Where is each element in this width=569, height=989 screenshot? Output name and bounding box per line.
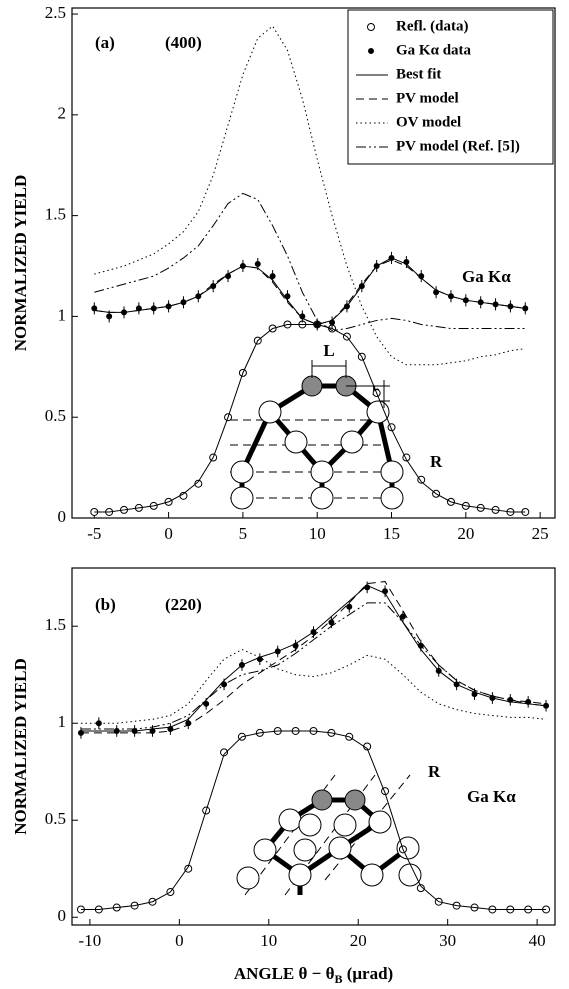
ga-point bbox=[95, 720, 102, 727]
refl-point bbox=[194, 479, 203, 488]
legend-marker bbox=[367, 23, 375, 31]
ga-point bbox=[346, 603, 353, 610]
ga-point bbox=[269, 273, 276, 280]
curve bbox=[94, 25, 526, 366]
x-tick-label: 10 bbox=[309, 524, 326, 543]
legend-label: Ga Kα data bbox=[396, 42, 472, 58]
annotation: Ga Kα bbox=[467, 787, 516, 806]
legend-label: Best fit bbox=[396, 66, 441, 82]
annotation: R bbox=[430, 452, 443, 471]
x-tick-label: 30 bbox=[439, 931, 456, 950]
curve bbox=[80, 581, 547, 734]
x-tick-label: 0 bbox=[164, 524, 173, 543]
legend-label: OV model bbox=[396, 114, 461, 130]
y-tick-label: 0 bbox=[58, 507, 67, 526]
curve bbox=[80, 648, 547, 724]
x-tick-label: -5 bbox=[87, 524, 101, 543]
ga-point bbox=[254, 261, 261, 268]
x-axis-label: ANGLE θ − θB (μrad) bbox=[234, 964, 393, 986]
y-tick-label: 0.5 bbox=[45, 406, 66, 425]
reflection-label: (400) bbox=[165, 33, 202, 52]
structure-diagram-b bbox=[236, 774, 422, 896]
plot-frame bbox=[71, 7, 556, 519]
y-axis-label: NORMALIZED YIELD bbox=[11, 175, 30, 351]
annotation: Ga Kα bbox=[462, 267, 511, 286]
x-axis-label-main: ANGLE θ − θ bbox=[234, 964, 335, 983]
x-tick-label: 5 bbox=[239, 524, 248, 543]
ga-point bbox=[328, 619, 335, 626]
y-tick-label: 2.5 bbox=[45, 3, 66, 22]
x-tick-label: 25 bbox=[532, 524, 549, 543]
curve bbox=[94, 257, 526, 326]
ga-point bbox=[167, 726, 174, 733]
ga-point bbox=[399, 613, 406, 620]
panel-label: (a) bbox=[95, 33, 115, 52]
curve bbox=[80, 730, 547, 910]
y-axis-label: NORMALIZED YIELD bbox=[11, 658, 30, 834]
curve bbox=[80, 584, 547, 732]
x-axis-label-unit: (μrad) bbox=[342, 964, 393, 983]
refl-point bbox=[416, 884, 425, 893]
y-tick-label: 1.5 bbox=[45, 615, 66, 634]
x-tick-label: 0 bbox=[175, 931, 184, 950]
x-tick-label: 20 bbox=[350, 931, 367, 950]
refl-point bbox=[417, 475, 426, 484]
x-tick-label: 10 bbox=[260, 931, 277, 950]
x-tick-label: -10 bbox=[79, 931, 102, 950]
curve bbox=[94, 323, 526, 513]
reflection-label: (220) bbox=[165, 595, 202, 614]
y-tick-label: 0.5 bbox=[45, 809, 66, 828]
legend-label: Refl. (data) bbox=[396, 18, 468, 34]
legend-box bbox=[347, 9, 554, 165]
x-tick-label: 20 bbox=[457, 524, 474, 543]
structure-diagram-a bbox=[230, 360, 404, 510]
plot-frame bbox=[71, 567, 556, 926]
curve bbox=[94, 192, 526, 332]
x-axis-label-sub: B bbox=[334, 972, 342, 986]
ga-point bbox=[149, 727, 156, 734]
legend-label: PV model (Ref. [5]) bbox=[396, 138, 520, 154]
y-tick-label: 1 bbox=[58, 305, 67, 324]
y-tick-label: 2 bbox=[58, 104, 67, 123]
y-tick-label: 0 bbox=[58, 906, 67, 925]
y-tick-label: 1.5 bbox=[45, 205, 66, 224]
y-tick-label: 1 bbox=[58, 712, 67, 731]
curve bbox=[94, 259, 526, 326]
panel-label: (b) bbox=[95, 595, 116, 614]
x-tick-label: 40 bbox=[529, 931, 546, 950]
legend-label: PV model bbox=[396, 90, 459, 106]
ga-point bbox=[203, 700, 210, 707]
ga-point bbox=[106, 313, 113, 320]
diagram-label: L bbox=[323, 341, 334, 360]
curve bbox=[80, 602, 547, 730]
legend-marker bbox=[368, 48, 374, 54]
annotation: R bbox=[428, 762, 441, 781]
x-tick-label: 15 bbox=[383, 524, 400, 543]
